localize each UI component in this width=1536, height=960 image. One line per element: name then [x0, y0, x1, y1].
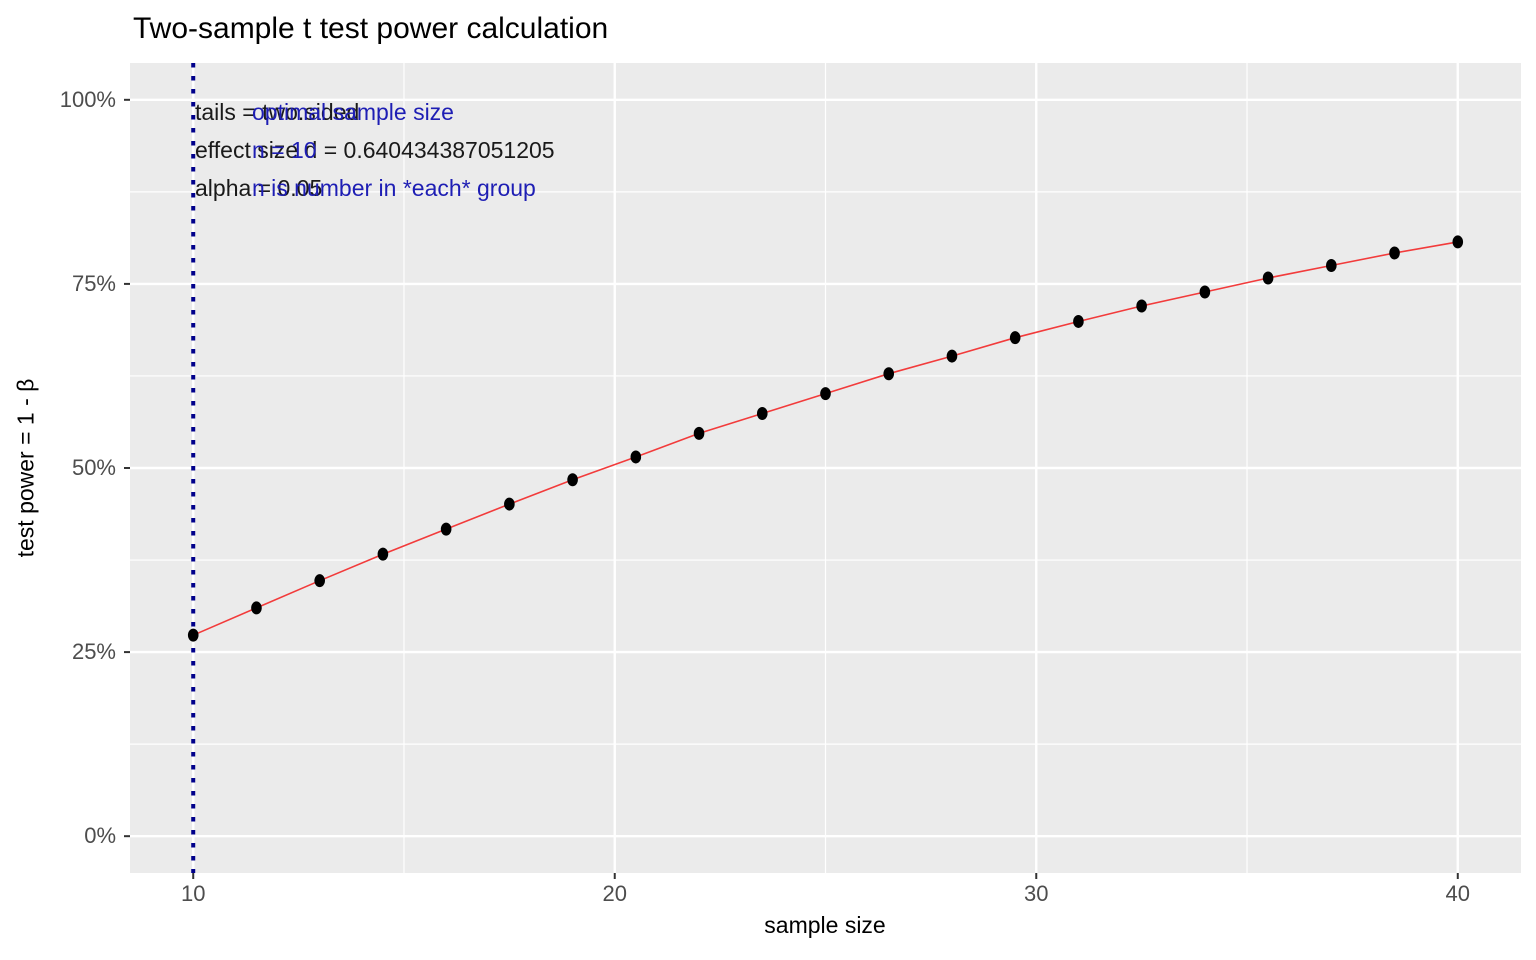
power-data-point: [187, 628, 199, 642]
power-data-point: [504, 497, 515, 511]
power-data-point: [693, 426, 705, 440]
y-tick-label: 25%: [71, 639, 116, 665]
y-tick-label: 0%: [84, 823, 116, 849]
annotation-optimal-sample-size: optimal sample size n = 10 n is number i…: [252, 93, 536, 207]
power-data-point: [1199, 285, 1211, 299]
annotation-alpha: alpha = 0.05: [195, 174, 323, 201]
power-data-point: [756, 407, 768, 421]
annotation-optimal-note: n is number in *each* group: [252, 174, 536, 201]
y-tick-label: 75%: [71, 270, 116, 296]
y-tick-label: 50%: [71, 455, 116, 480]
power-data-point: [1009, 331, 1021, 345]
x-tick-label: 40: [1445, 881, 1471, 906]
power-data-point: [946, 349, 958, 363]
x-axis-title: sample size: [764, 912, 886, 938]
power-data-point: [630, 450, 642, 464]
x-tick-label: 10: [180, 881, 206, 906]
power-data-point: [567, 473, 578, 487]
power-data-point: [1389, 246, 1400, 260]
power-data-point: [251, 601, 262, 615]
annotation-effect-size: effect size d = 0.640434387051205: [195, 136, 555, 163]
annotation-optimal-title: optimal sample size: [252, 98, 454, 125]
x-tick-label: 20: [602, 881, 627, 906]
power-data-point: [377, 547, 389, 561]
x-tick-label: 30: [1024, 881, 1049, 906]
plot-title: Two-sample t test power calculation: [133, 12, 609, 45]
annotation-tails: tails = two.sided: [195, 98, 360, 125]
power-data-point: [1073, 314, 1084, 328]
power-data-point: [883, 367, 895, 381]
power-data-point: [1136, 299, 1147, 313]
y-tick-label: 100%: [59, 86, 116, 112]
power-data-point: [1262, 271, 1274, 285]
power-data-point: [314, 574, 325, 588]
annotation-test-parameters: tails = two.sided effect size d = 0.6404…: [195, 93, 555, 207]
y-axis-title: test power = 1 - β: [12, 378, 39, 558]
annotation-optimal-n: n = 10: [252, 136, 317, 163]
power-data-point: [1452, 235, 1464, 249]
power-data-point: [820, 387, 831, 401]
power-data-point: [440, 522, 452, 536]
power-data-point: [1326, 259, 1337, 272]
